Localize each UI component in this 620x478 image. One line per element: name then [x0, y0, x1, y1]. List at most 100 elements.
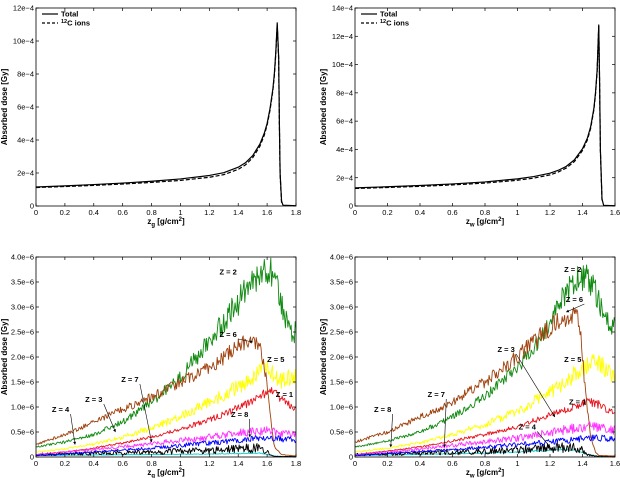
x-tick-label: 0.2: [60, 208, 70, 217]
y-tick-label: 4e−4: [17, 136, 34, 145]
x-tick-label: 0: [34, 208, 38, 217]
y-tick-label: 4.0e−6: [11, 253, 34, 262]
annotation-arrow: [103, 403, 116, 433]
y-tick-label: 8e−4: [17, 70, 34, 79]
annotation-arrow: [537, 431, 551, 448]
x-tick-label: 0.4: [89, 208, 99, 217]
x-tick-label: 1.2: [204, 459, 214, 468]
annotation-label: Z = 6: [566, 295, 583, 304]
x-tick-label: 0.6: [117, 208, 127, 217]
series-z=8: [36, 435, 296, 457]
y-tick-label: 2.5e−6: [11, 328, 34, 337]
y-tick-label: 0: [349, 453, 353, 462]
plot-frame: [35, 256, 297, 458]
series-z=4: [36, 443, 296, 457]
panel_a: 0 0.2 0.4 0.6 0.8 1 1.2 1.4 1.6 1.8 0 2e−4 4e−4 6e−4 8…: [0, 4, 301, 229]
y-tick-label: 6e−4: [17, 103, 34, 112]
x-tick-label: 0.2: [382, 459, 392, 468]
x-tick-label: 0.4: [415, 459, 425, 468]
series-z=6: [355, 307, 615, 457]
series-group: [36, 257, 296, 457]
y-tick-label: 1.0e−6: [11, 403, 34, 412]
x-tick-label: 1.4: [233, 208, 243, 217]
y-tick-label: 0: [30, 202, 34, 211]
annotation-label: Z = 3: [497, 345, 514, 354]
x-tick-label: 1: [515, 459, 519, 468]
annotation-label: Z = 8: [231, 410, 248, 419]
y-tick-label: 6e−4: [336, 117, 353, 126]
panel_d: 0 0.2 0.4 0.6 0.8 1 1.2 1.4 1.6 0 0.5e−6 1.0e−6 1.5e…: [319, 253, 620, 478]
x-tick-label: 0: [353, 208, 357, 217]
y-axis-label: Absorbed dose [Gy]: [0, 318, 9, 395]
plot-frame: [354, 7, 616, 207]
series-z=6: [36, 335, 296, 457]
y-tick-label: 2e−4: [336, 173, 353, 182]
annotation-label: Z = 3: [85, 395, 102, 404]
annotation-arrow: [442, 398, 447, 448]
series-z=7: [355, 421, 615, 456]
x-tick-label: 1.4: [577, 459, 587, 468]
annotation-label: Z = 7: [428, 390, 445, 399]
x-axis-label: zw [g/cm2]: [466, 217, 505, 229]
y-tick-label: 2.0e−6: [11, 353, 34, 362]
annotation-arrow: [238, 338, 253, 343]
y-tick-label: 3.0e−6: [330, 303, 353, 312]
panel_c: 0 0.2 0.4 0.6 0.8 1 1.2 1.4 1.6 1.8 0 0.5e−6 1.0e−6 1…: [0, 253, 301, 478]
x-tick-label: 1.8: [291, 208, 301, 217]
y-tick-label: 12e−4: [13, 4, 34, 13]
annotation-label: Z = 2: [564, 265, 581, 274]
y-tick-label: 0.5e−6: [330, 428, 353, 437]
series-z=2: [36, 257, 296, 448]
legend-entry: 12C ions: [61, 19, 90, 28]
series-z=7: [36, 426, 296, 456]
annotation-label: Z = 5: [267, 355, 284, 364]
y-tick-label: 2.5e−6: [330, 328, 353, 337]
series-z=5: [355, 354, 615, 453]
y-tick-label: 10e−4: [13, 37, 34, 46]
x-tick-label: 1: [178, 459, 182, 468]
x-tick-label: 0.2: [382, 208, 392, 217]
y-tick-label: 8e−4: [336, 88, 353, 97]
x-tick-label: 0.4: [415, 208, 425, 217]
series-total: [36, 22, 296, 206]
panel_b: 0 0.2 0.4 0.6 0.8 1 1.2 1.4 1.6 0 2e−4 4e−4 6e−4 8e−4…: [319, 4, 620, 229]
x-tick-label: 0.8: [146, 459, 156, 468]
y-tick-label: 10e−4: [332, 60, 353, 69]
y-tick-label: 3.5e−6: [330, 278, 353, 287]
y-tick-label: 1.5e−6: [11, 378, 34, 387]
series-12cions: [36, 23, 283, 203]
y-tick-label: 0: [30, 453, 34, 462]
x-tick-label: 1.2: [204, 208, 214, 217]
series-group: [355, 264, 615, 457]
x-axis-label: zg [g/cm2]: [147, 468, 185, 478]
y-axis-label: Absorbed dose [Gy]: [319, 68, 328, 145]
series-z=2: [355, 264, 615, 448]
x-tick-label: 0.4: [89, 459, 99, 468]
y-axis-label: Absorbed dose [Gy]: [0, 68, 9, 145]
x-tick-label: 0.2: [60, 459, 70, 468]
x-tick-label: 1.4: [577, 208, 587, 217]
y-tick-label: 0.5e−6: [11, 428, 34, 437]
legend-entry: 12C ions: [380, 19, 409, 28]
x-tick-label: 0.8: [480, 208, 490, 217]
annotation-label: Z = 7: [121, 375, 138, 384]
annotation-arrow: [565, 303, 585, 313]
series-z=5: [36, 360, 296, 453]
annotation-label: Z = 1: [569, 398, 586, 407]
x-tick-label: 0.6: [447, 208, 457, 217]
y-tick-label: 0: [349, 202, 353, 211]
y-tick-label: 1.5e−6: [330, 378, 353, 387]
x-tick-label: 1: [178, 208, 182, 217]
annotation-label: Z = 1: [276, 390, 293, 399]
annotation-label: Z = 4: [52, 405, 70, 414]
x-tick-label: 1: [515, 208, 519, 217]
y-tick-label: 4.0e−6: [330, 253, 353, 262]
annotation-arrow: [139, 383, 153, 443]
annotation-label: Z = 8: [374, 405, 391, 414]
series-z=8: [355, 434, 615, 457]
x-axis-label: zw [g/cm2]: [466, 468, 505, 478]
x-tick-label: 0.6: [447, 459, 457, 468]
